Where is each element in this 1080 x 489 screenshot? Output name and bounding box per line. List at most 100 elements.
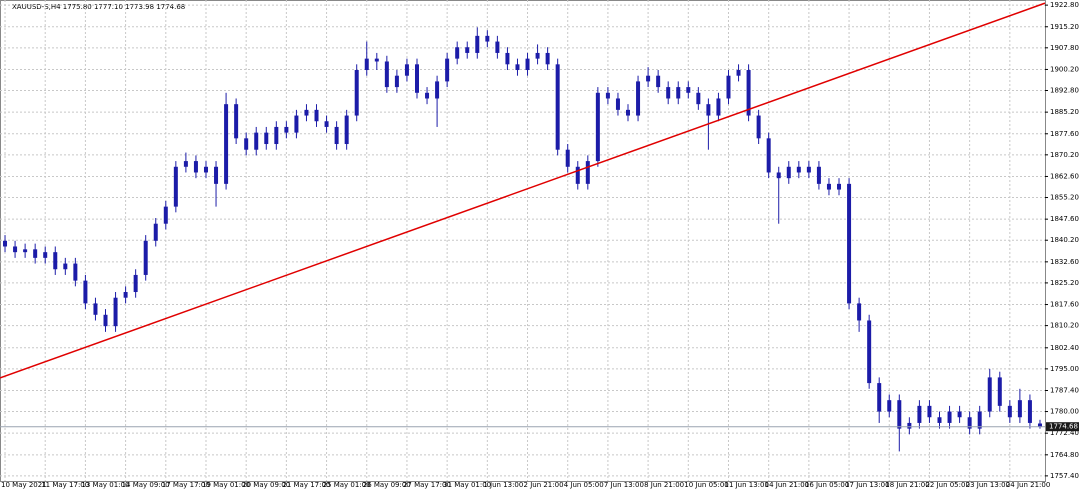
candle-body [626,109,631,116]
x-tick-label: 26 May 09:00 [363,481,411,489]
candle-body [826,183,831,190]
y-tick-label: 1772.40 [1050,429,1079,437]
x-tick-label: 4 Jun 05:00 [564,481,604,489]
x-tick-label: 20 May 09:00 [242,481,290,489]
y-tick-label: 1787.40 [1050,386,1079,394]
y-tick-label: 1810.20 [1050,322,1079,330]
x-tick-label: 2 Jun 21:00 [524,481,564,489]
candle-body [294,115,299,133]
candle-body [917,405,922,423]
candle-body [495,41,500,53]
candle-body [505,52,510,65]
candle-body [766,138,771,173]
x-tick-label: 1 Jun 13:00 [483,481,523,489]
y-tick-label: 1900.20 [1050,65,1079,73]
candle-body [354,70,359,116]
candle-body [525,58,530,71]
x-tick-label: 13 May 01:00 [81,481,129,489]
candle-body [33,249,38,258]
candle-body [565,149,570,167]
candle-body [103,314,108,327]
x-tick-label: 31 May 01:00 [443,481,491,489]
candle-body [585,161,590,184]
y-tick-label: 1907.80 [1050,44,1079,52]
candle-body [13,246,18,253]
candle-body [173,166,178,207]
candle-body [515,64,520,71]
candle-body [897,400,902,429]
candle-body [967,417,972,429]
candle-body [595,92,600,162]
y-tick-label: 1795.00 [1050,365,1079,373]
y-tick-label: 1885.20 [1050,108,1079,116]
candle-body [133,274,138,293]
candle-body [63,263,68,270]
y-tick-label: 1855.20 [1050,194,1079,202]
y-tick-label: 1870.20 [1050,151,1079,159]
candle-body [414,64,419,93]
y-tick-label: 1847.60 [1050,215,1079,223]
candle-body [736,70,741,76]
candle-body [857,303,862,321]
plot-frame [0,0,1046,482]
candle-body [284,126,289,133]
candle-body [43,252,48,258]
candle-body [867,320,872,384]
candle-body [113,297,118,327]
candle-body [907,422,912,429]
candle-body [806,166,811,173]
x-tick-label: 27 May 17:00 [403,481,451,489]
candle-body [23,249,28,253]
x-tick-label: 10 May 2021 [1,481,47,489]
candle-body [1007,405,1012,418]
x-tick-label: 21 May 17:00 [282,481,330,489]
candle-body [816,166,821,184]
candle-body [153,223,158,241]
candle-body [1037,423,1042,427]
candle-body [666,87,671,99]
candle-body [786,166,791,179]
x-tick-label: 7 Jun 13:00 [604,481,644,489]
x-tick-label: 23 Jun 13:00 [966,481,1010,489]
chart-title: XAUUSD-S,H4 1775.80 1777.10 1773.98 1774… [12,3,185,11]
candle-body [274,126,279,145]
candle-body [234,104,239,139]
candle-body [445,58,450,82]
candle-body [193,161,198,173]
candle-body [384,61,389,88]
candle-body [53,252,58,270]
candle-body [1027,400,1032,423]
x-tick-label: 25 May 01:00 [323,481,371,489]
y-tick-label: 1915.20 [1050,23,1079,31]
candle-body [776,172,781,179]
candle-body [475,35,480,53]
x-tick-label: 17 Jun 13:00 [845,481,889,489]
y-tick-label: 1862.60 [1050,172,1079,180]
candle-body [83,280,88,304]
candle-body [686,87,691,93]
candle-body [203,166,208,173]
candle-body [615,98,620,110]
candle-body [404,64,409,76]
candle-body [555,64,560,150]
x-tick-label: 24 Jun 21:00 [1006,481,1050,489]
y-tick-label: 1877.60 [1050,130,1079,138]
candle-body [636,81,641,116]
candle-body [796,166,801,173]
candle-body [706,104,711,116]
candle-body [93,303,98,315]
x-tick-label: 17 May 17:00 [162,481,210,489]
candle-body [545,52,550,65]
y-tick-label: 1757.40 [1050,472,1079,480]
candle-body [465,47,470,53]
y-tick-label: 1817.60 [1050,301,1079,309]
candle-body [264,132,269,145]
candle-body [394,75,399,88]
candle-body [485,35,490,42]
candle-body [575,166,580,184]
candle-body [847,183,852,304]
y-tick-label: 1892.80 [1050,87,1079,95]
candle-body [183,161,188,167]
y-tick-label: 1825.20 [1050,279,1079,287]
